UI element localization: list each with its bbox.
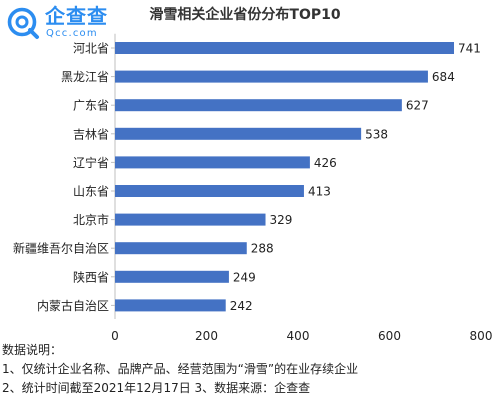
category-label: 河北省 [73,42,109,56]
data-label: 684 [432,70,455,84]
data-label: 741 [458,42,481,56]
bar [115,70,428,83]
data-label: 249 [233,270,256,284]
qcc-logo-icon [7,7,39,39]
x-tick-label: 800 [470,329,492,340]
bar [115,156,310,169]
data-label: 538 [365,127,388,141]
category-label: 辽宁省 [73,155,109,170]
category-label: 山东省 [73,185,109,199]
x-tick-label: 600 [378,329,401,340]
bar [115,242,247,255]
category-label: 吉林省 [73,127,109,141]
logo-name: 企查查 [45,4,108,28]
notes-line-2: 2、统计时间截至2021年12月17日 3、数据来源：企查查 [2,381,311,395]
bar-chart: 河北省 741 黑龙江省 684 广东省 627 吉林省 538 辽宁省 426 山东省 413 北京市… [13,33,492,340]
category-label: 黑龙江省 [61,70,109,84]
chart-title: 滑雪相关企业省份分布TOP10 [149,7,341,23]
notes-heading: 数据说明： [2,343,63,357]
bar [115,270,229,283]
data-label: 627 [406,99,429,113]
category-label: 陕西省 [73,269,109,284]
bar [115,42,455,54]
x-tick-label: 200 [195,329,218,340]
qcc-logo: 企查查 Qcc.com [6,4,126,44]
data-label: 413 [308,185,331,199]
data-label: 329 [270,213,293,227]
logo-domain: Qcc.com [46,28,98,39]
bar [115,185,304,197]
x-tick-label: 400 [287,329,310,340]
category-label: 内蒙古自治区 [37,298,109,313]
bar [115,213,266,226]
category-label: 北京市 [73,212,109,227]
category-label: 广东省 [73,99,109,113]
data-notes: 数据说明： 1、仅统计企业名称、品牌产品、经营范围为“滑雪”的在业存续企业 2、… [2,341,358,398]
data-label: 242 [230,299,253,313]
category-label: 新疆维吾尔自治区 [13,241,109,256]
bar [115,127,362,140]
bar [115,99,402,112]
notes-line-1: 1、仅统计企业名称、品牌产品、经营范围为“滑雪”的在业存续企业 [2,362,359,376]
data-label: 426 [314,156,337,170]
data-label: 288 [251,242,274,256]
x-tick-label: 0 [111,329,119,340]
bar [115,299,226,312]
